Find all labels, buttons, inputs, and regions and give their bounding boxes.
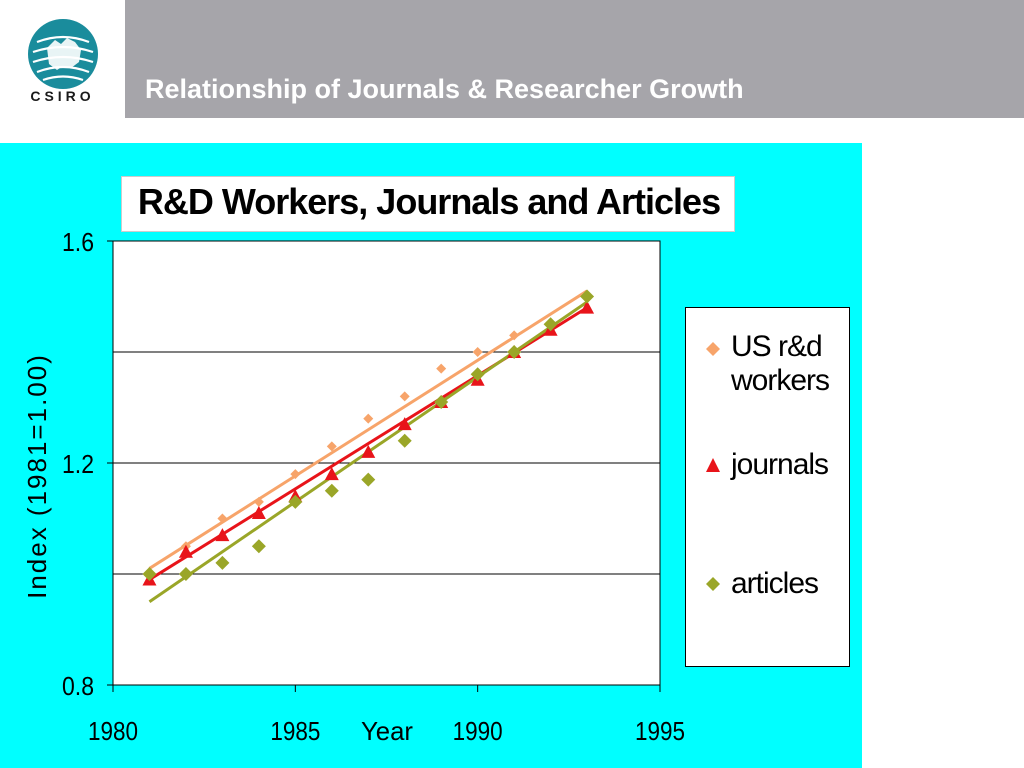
chart-legend: US r&d workers journals articles — [685, 307, 850, 667]
y-tick-label: 0.8 — [62, 671, 94, 701]
data-point-2-5 — [324, 483, 339, 498]
x-tick-label: 1995 — [635, 716, 685, 746]
chart-title-box: R&D Workers, Journals and Articles — [121, 176, 735, 232]
data-point-2-8 — [434, 394, 449, 409]
data-point-2-2 — [215, 555, 230, 570]
data-point-2-11 — [543, 317, 558, 332]
diamond-marker-icon — [706, 577, 720, 591]
y-axis-label: Index (1981=1.00) — [22, 353, 52, 599]
data-point-0-4 — [290, 469, 301, 480]
legend-label-journals: journals — [731, 448, 829, 481]
data-point-0-8 — [436, 363, 447, 374]
header-bar: Relationship of Journals & Researcher Gr… — [125, 0, 1024, 118]
data-point-0-6 — [363, 413, 374, 424]
data-point-2-4 — [288, 494, 303, 509]
data-point-0-9 — [472, 347, 483, 357]
data-point-1-7 — [397, 417, 412, 431]
x-tick-label: 1990 — [453, 716, 503, 746]
data-point-2-12 — [580, 289, 595, 304]
slide-title: Relationship of Journals & Researcher Gr… — [145, 74, 744, 104]
triangle-marker-icon — [706, 458, 720, 472]
csiro-logo-icon — [28, 19, 98, 89]
data-point-0-2 — [217, 513, 228, 524]
data-point-2-7 — [397, 433, 412, 448]
diamond-marker-icon — [706, 342, 720, 356]
data-point-1-1 — [178, 544, 193, 558]
data-point-2-1 — [178, 567, 193, 581]
x-axis-label: Year — [361, 716, 413, 746]
data-point-1-6 — [361, 444, 376, 458]
y-tick-label: 1.2 — [62, 449, 94, 479]
data-point-2-3 — [251, 539, 266, 554]
legend-label-workers: US r&d workers — [731, 330, 830, 397]
data-point-2-6 — [361, 472, 376, 487]
chart-title: R&D Workers, Journals and Articles — [137, 181, 721, 222]
data-point-2-10 — [507, 345, 522, 359]
logo-text: CSIRO — [30, 88, 95, 104]
data-point-0-7 — [399, 391, 410, 402]
data-point-0-10 — [509, 330, 520, 341]
data-point-1-12 — [580, 300, 595, 314]
x-tick-label: 1980 — [88, 716, 138, 746]
x-tick-label: 1985 — [270, 716, 320, 746]
legend-label-articles: articles — [731, 567, 819, 600]
data-point-1-5 — [324, 467, 339, 481]
csiro-logo: CSIRO — [0, 0, 125, 118]
data-point-0-3 — [253, 496, 264, 507]
data-point-0-5 — [326, 441, 337, 452]
data-point-1-3 — [251, 505, 266, 519]
data-point-1-2 — [215, 528, 230, 542]
data-point-2-0 — [142, 567, 157, 581]
y-tick-label: 1.6 — [62, 227, 94, 257]
data-point-2-9 — [470, 367, 485, 382]
